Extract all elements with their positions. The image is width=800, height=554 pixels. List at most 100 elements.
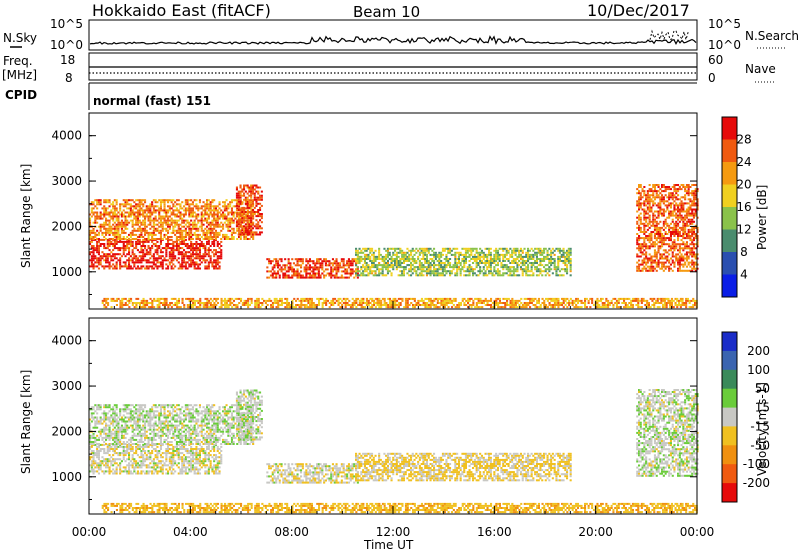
- power-cell: [206, 302, 209, 304]
- power-cell: [199, 306, 202, 309]
- power-cell: [488, 304, 491, 306]
- power-cell: [459, 262, 462, 264]
- power-cell: [284, 266, 287, 269]
- power-cell: [211, 221, 214, 224]
- power-cell: [250, 184, 253, 187]
- power-cell: [292, 272, 295, 275]
- power-cell: [213, 243, 216, 245]
- power-cell: [209, 245, 212, 247]
- power-cell: [154, 257, 157, 260]
- power-cell: [431, 253, 434, 256]
- power-cell: [214, 233, 217, 236]
- power-cell: [186, 203, 189, 206]
- power-cell: [147, 209, 150, 212]
- power-cell: [275, 297, 278, 300]
- power-cell: [222, 227, 225, 230]
- power-cell: [372, 266, 375, 269]
- power-cell: [310, 302, 313, 304]
- power-cell: [457, 266, 460, 269]
- power-cell: [113, 215, 116, 218]
- power-cell: [383, 266, 386, 269]
- power-cell: [440, 266, 443, 269]
- power-cell: [307, 272, 310, 275]
- power-cell: [190, 299, 193, 302]
- power-cell: [124, 219, 127, 222]
- power-cell: [491, 260, 494, 262]
- power-cell: [519, 247, 522, 250]
- power-cell: [521, 255, 524, 258]
- power-cell: [576, 302, 579, 304]
- power-cell: [128, 238, 131, 240]
- power-cell: [277, 264, 280, 267]
- power-cell: [662, 200, 665, 203]
- power-cell: [261, 297, 264, 300]
- power-cell: [129, 240, 132, 243]
- power-cell: [479, 255, 482, 258]
- power-cell: [103, 205, 106, 208]
- power-cell: [454, 272, 457, 275]
- power-cell: [458, 302, 461, 304]
- power-cell: [399, 262, 402, 264]
- power-cell: [342, 262, 345, 265]
- power-cell: [289, 306, 292, 309]
- power-cell: [358, 258, 361, 260]
- power-cell: [648, 184, 651, 186]
- power-cell: [158, 221, 161, 224]
- power-cell: [639, 196, 642, 199]
- power-cell: [543, 247, 546, 250]
- power-cell: [406, 258, 409, 260]
- power-cell: [300, 302, 303, 304]
- power-cell: [420, 249, 423, 252]
- power-cell: [422, 249, 425, 252]
- power-cell: [641, 263, 644, 266]
- power-cell: [131, 209, 134, 212]
- power-cell: [464, 249, 467, 252]
- power-cell: [126, 215, 129, 218]
- power-cell: [188, 199, 191, 202]
- power-cell: [142, 251, 145, 254]
- power-cell: [202, 231, 205, 234]
- power-cell: [502, 247, 505, 250]
- power-cell: [136, 236, 139, 238]
- power-cell: [126, 253, 129, 256]
- power-cell: [101, 225, 104, 228]
- power-cell: [237, 202, 240, 205]
- power-cell: [441, 272, 444, 275]
- power-cell: [512, 260, 515, 262]
- power-cell: [505, 247, 508, 250]
- power-cell: [314, 274, 317, 277]
- power-cell: [302, 304, 305, 306]
- power-cell: [124, 225, 127, 228]
- power-cell: [511, 304, 514, 306]
- power-cell: [151, 245, 154, 247]
- power-cell: [122, 249, 125, 252]
- power-cell: [587, 302, 590, 304]
- power-cell: [652, 220, 655, 223]
- power-cell: [207, 217, 210, 220]
- power-cell: [657, 210, 660, 213]
- power-cell: [218, 243, 221, 245]
- power-cell: [259, 213, 262, 215]
- power-cell: [142, 215, 145, 218]
- power-cell: [99, 201, 102, 204]
- power-cell: [543, 270, 546, 273]
- power-cell: [259, 306, 262, 309]
- power-cell: [120, 213, 123, 216]
- power-cell: [198, 225, 201, 228]
- power-cell: [119, 221, 122, 224]
- power-cell: [172, 297, 175, 300]
- power-cell: [92, 265, 95, 268]
- power-cell: [149, 238, 152, 241]
- power-cell: [183, 304, 186, 306]
- power-cell: [209, 231, 212, 234]
- power-cell: [344, 264, 347, 267]
- power-cell: [648, 269, 651, 272]
- power-cell: [227, 203, 230, 206]
- power-cell: [251, 190, 254, 193]
- power-cell: [237, 221, 240, 224]
- power-cell: [103, 231, 106, 234]
- power-cell: [486, 266, 489, 269]
- power-cell: [463, 247, 466, 250]
- power-cell: [170, 257, 173, 260]
- power-cell: [643, 237, 646, 240]
